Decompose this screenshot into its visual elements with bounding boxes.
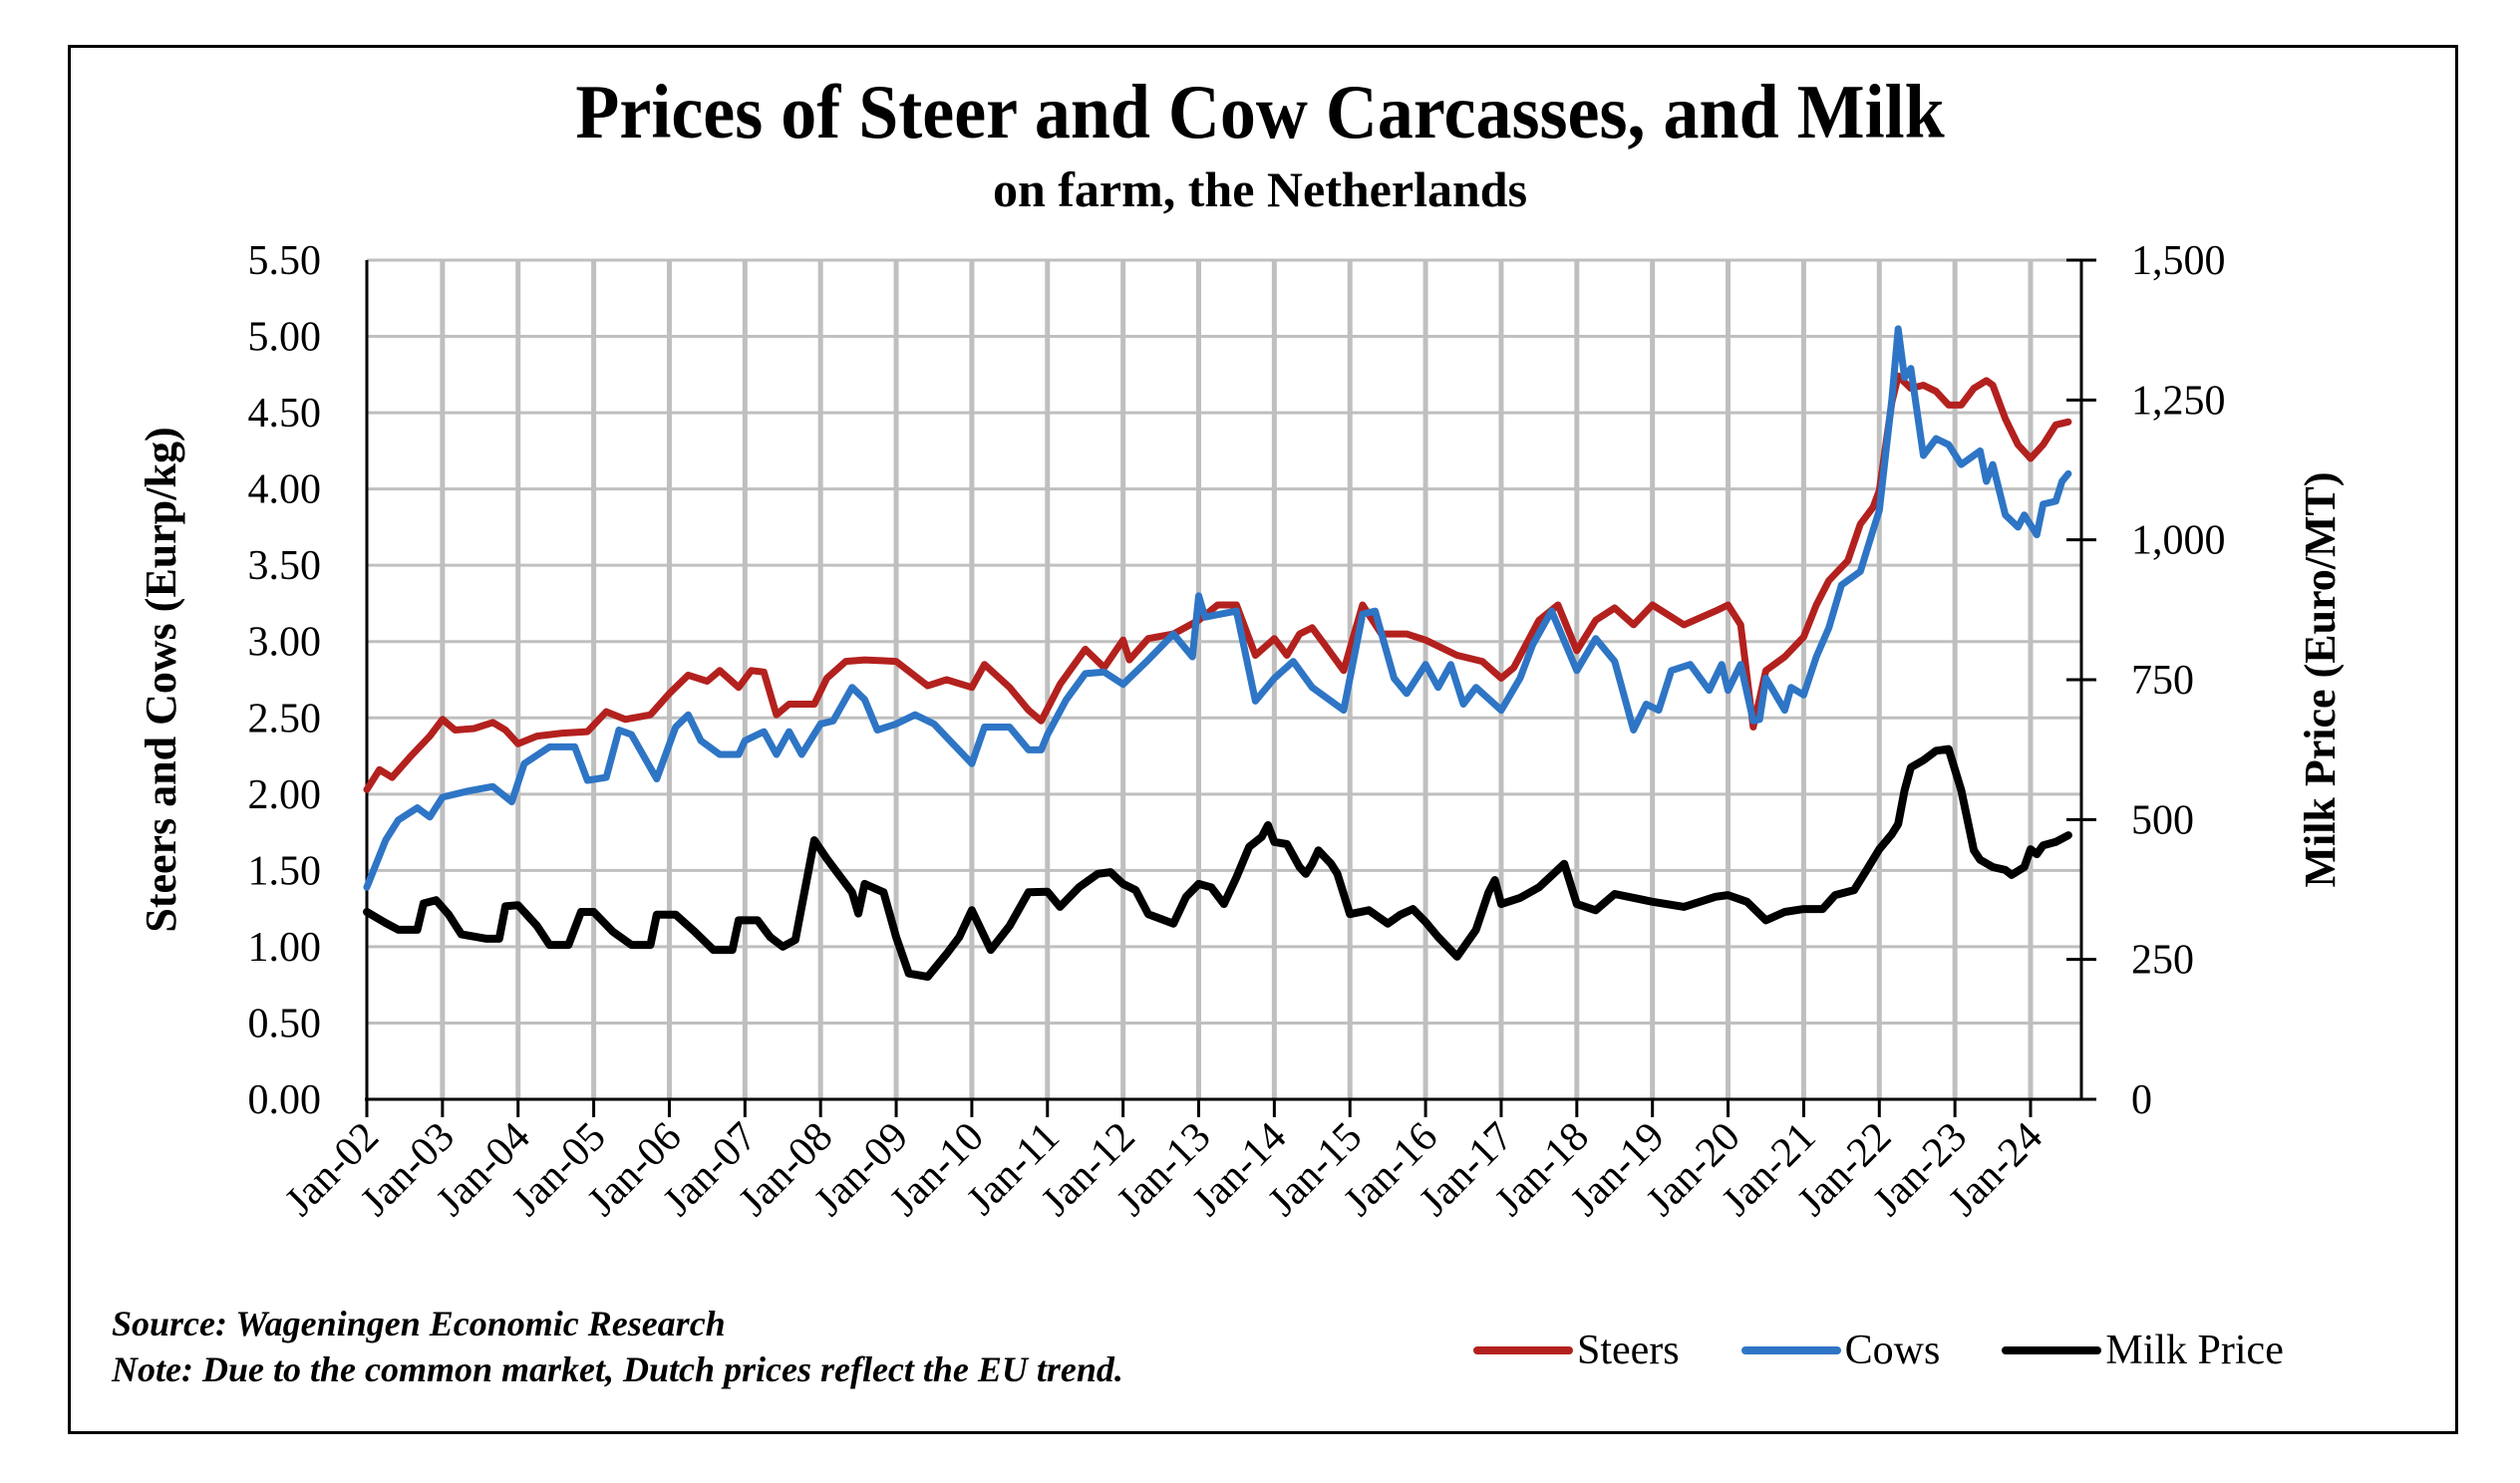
left-y-tick-label: 0.50	[248, 1001, 322, 1046]
gridlines	[367, 258, 2081, 1099]
right-y-tick-label: 0	[2131, 1077, 2152, 1123]
left-y-tick-label: 3.50	[248, 543, 322, 589]
legend-label-steers: Steers	[1577, 1328, 1680, 1373]
axes	[365, 258, 2096, 1117]
left-y-tick-label: 4.00	[248, 467, 322, 513]
chart-subtitle: on farm, the Netherlands	[992, 161, 1528, 217]
legend-swatch-cows	[1740, 1346, 1841, 1354]
series-line-steers	[363, 372, 2072, 793]
right-y-tick-label: 1,500	[2131, 238, 2226, 284]
legend-label-milk-price: Milk Price	[2105, 1328, 2284, 1373]
left-y-tick-label: 4.50	[248, 391, 322, 437]
left-y-tick-label: 2.50	[248, 696, 322, 742]
right-y-tick-label: 750	[2131, 658, 2194, 704]
right-y-tick-label: 500	[2131, 797, 2194, 843]
series-line-milk-price	[363, 744, 2072, 982]
legend-item-steers[interactable]: Steers	[1473, 1327, 1680, 1374]
right-y-tick-label: 1,250	[2131, 378, 2226, 424]
series-lines	[363, 325, 2072, 982]
legend-label-cows: Cows	[1844, 1328, 1941, 1373]
legend-swatch-steers	[1473, 1346, 1573, 1354]
left-y-tick-label: 0.00	[248, 1077, 322, 1123]
chart-frame	[68, 45, 2458, 1434]
left-y-tick-label: 5.00	[248, 315, 322, 361]
left-y-tick-labels: 0.00 0.50 1.00 1.50 2.00 2.50 3.00 3.50 4.00 4.50…	[248, 238, 322, 1123]
left-y-tick-label: 2.00	[248, 772, 322, 818]
left-y-tick-label: 1.50	[248, 848, 322, 894]
x-tick-labels: Jan-02Jan-03Jan-04Jan-05Jan-06Jan-07Jan-…	[276, 1114, 2051, 1226]
right-y-tick-labels: 0 250 500 750 1,000 1,250 1,500	[2131, 238, 2226, 1123]
left-axis-title: Steers and Cows (Eurp/kg)	[137, 427, 185, 932]
right-y-tick-label: 250	[2131, 938, 2194, 984]
left-y-tick-label: 5.50	[248, 238, 322, 284]
legend-swatch-milk-price	[2002, 1346, 2102, 1354]
series-line-cows	[363, 325, 2072, 891]
left-y-tick-label: 3.00	[248, 620, 322, 666]
explanatory-note: Note: Due to the common market, Dutch pr…	[112, 1349, 1123, 1389]
chart-title: Prices of Steer and Cow Carcasses, and M…	[575, 68, 1945, 155]
legend-item-milk-price[interactable]: Milk Price	[2002, 1327, 2284, 1374]
left-y-tick-label: 1.00	[248, 925, 322, 971]
legend: Steers Cows Milk Price	[1473, 1326, 2346, 1375]
right-y-tick-label: 1,000	[2131, 518, 2226, 564]
legend-item-cows[interactable]: Cows	[1740, 1327, 1941, 1374]
source-note: Source: Wageningen Economic Research	[112, 1304, 726, 1343]
right-axis-title: Milk Price (Euro/MT)	[2296, 471, 2345, 887]
